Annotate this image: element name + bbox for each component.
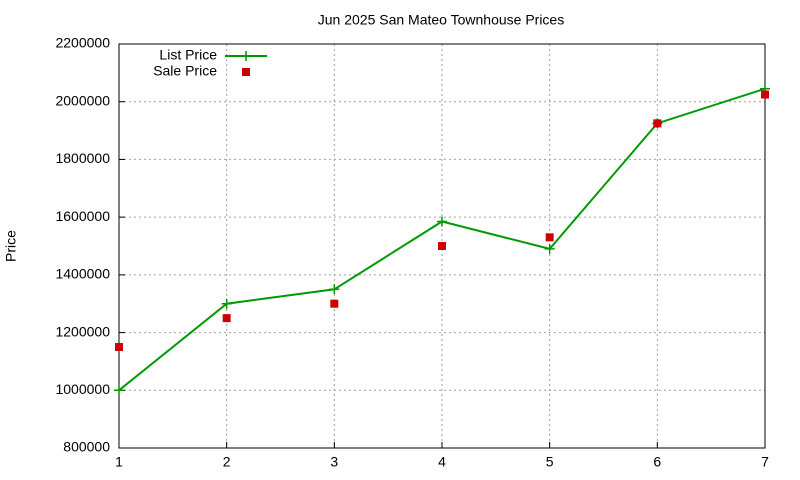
point bbox=[330, 299, 339, 308]
y-tick-label: 800000 bbox=[63, 439, 110, 455]
point bbox=[437, 216, 447, 227]
y-tick-label: 1800000 bbox=[55, 150, 110, 166]
y-tick-label: 1200000 bbox=[55, 323, 110, 339]
x-tick-label: 7 bbox=[761, 454, 769, 470]
legend-label: Sale Price bbox=[153, 63, 217, 79]
point bbox=[653, 119, 662, 128]
point bbox=[114, 385, 124, 396]
x-tick-label: 6 bbox=[653, 454, 661, 470]
x-tick-label: 5 bbox=[546, 454, 554, 470]
y-tick-label: 1000000 bbox=[55, 381, 110, 397]
point bbox=[761, 90, 769, 99]
x-tick-label: 2 bbox=[223, 454, 231, 470]
y-tick-label: 2000000 bbox=[55, 92, 110, 108]
point bbox=[115, 343, 123, 351]
point bbox=[438, 242, 446, 250]
y-axis-label: Price bbox=[3, 230, 19, 262]
point bbox=[222, 314, 231, 323]
point bbox=[221, 298, 232, 309]
point bbox=[544, 243, 555, 254]
plot-frame bbox=[118, 43, 766, 449]
y-tick-label: 2200000 bbox=[55, 35, 110, 51]
x-tick-label: 4 bbox=[438, 454, 446, 470]
x-tick-label: 3 bbox=[330, 454, 338, 470]
point bbox=[329, 284, 340, 295]
chart-title: Jun 2025 San Mateo Townhouse Prices bbox=[318, 12, 564, 28]
point bbox=[545, 233, 554, 242]
legend-swatch bbox=[242, 68, 250, 76]
x-tick-label: 1 bbox=[115, 454, 123, 470]
legend-label: List Price bbox=[159, 47, 217, 63]
y-tick-label: 1600000 bbox=[55, 208, 110, 224]
legend-swatch bbox=[241, 51, 251, 61]
y-tick-label: 1400000 bbox=[55, 266, 110, 282]
